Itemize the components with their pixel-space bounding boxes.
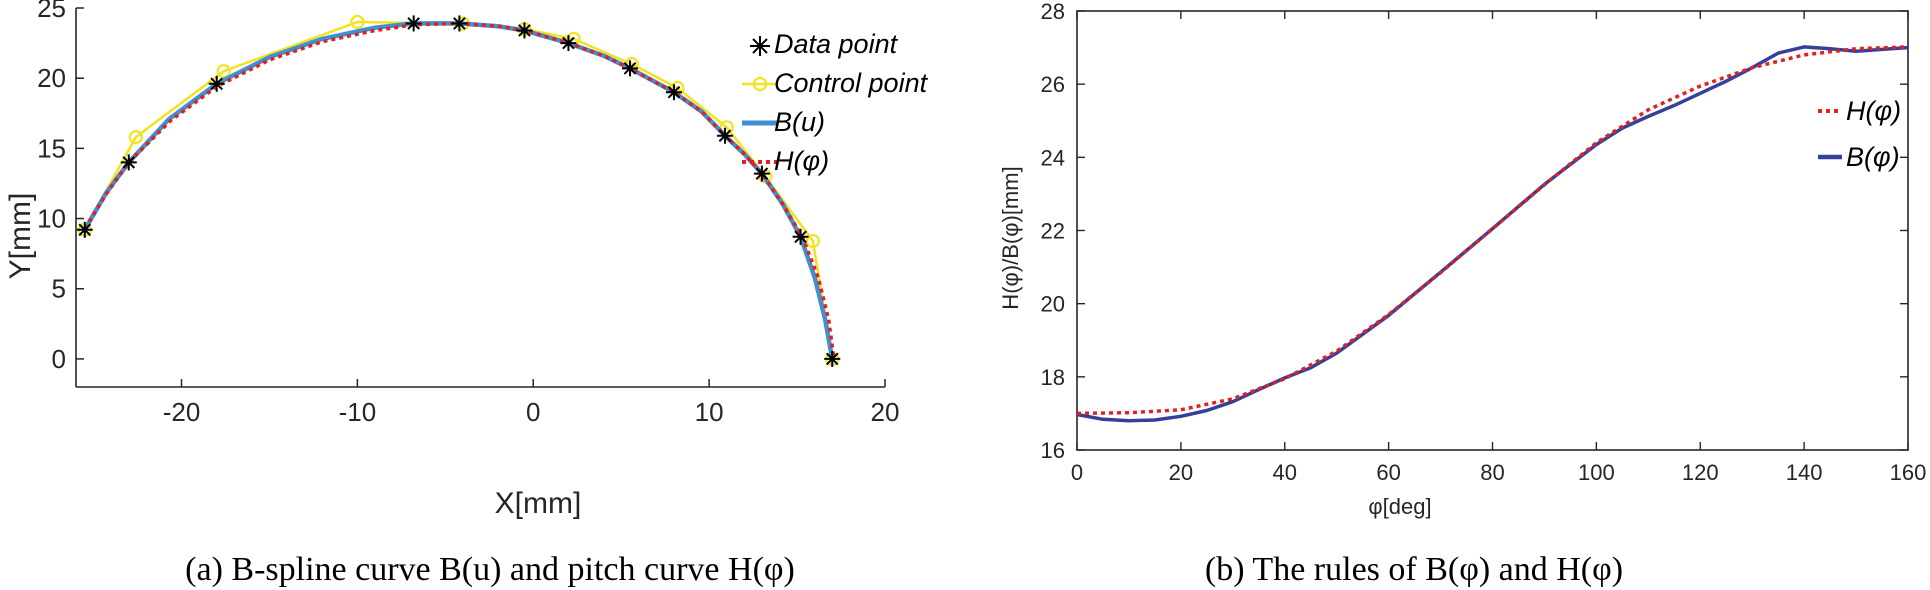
chart-b-x-tick-label: 140	[1786, 460, 1823, 485]
chart-b-legend-label: H(φ)	[1846, 96, 1901, 126]
chart-a-legend-label: B(u)	[774, 107, 825, 137]
chart-a-data-point	[208, 75, 225, 92]
chart-b-caption: (b) The rules of B(φ) and H(φ)	[1205, 551, 1623, 588]
chart-a-data-point	[621, 60, 638, 77]
chart-a-axes: -20 -10 0 10 20 0 5 10 15 20 25	[37, 0, 899, 427]
chart-a-legend-data-point-marker	[750, 36, 770, 56]
chart-b-plot-area	[1076, 45, 1909, 423]
chart-b-rules: 0 20 40 60 80 100 120 140 160 16 18 20 22 24 26 28 H(φ)…	[998, 0, 1926, 588]
chart-a-data-point	[560, 35, 577, 52]
chart-b-legend: H(φ) B(φ)	[1818, 96, 1901, 172]
chart-a-control-point	[216, 64, 231, 79]
chart-b-x-tick-label: 20	[1169, 460, 1193, 485]
chart-a-legend-control-marker	[752, 76, 768, 92]
chart-b-y-tick-label: 28	[1041, 0, 1065, 24]
chart-b-y-tick-label: 16	[1041, 438, 1065, 463]
chart-a-y-tick-label: 5	[52, 274, 66, 304]
chart-b-h-curve	[1076, 45, 1909, 416]
chart-a-y-tick-label: 15	[37, 133, 66, 163]
chart-b-legend-label: B(φ)	[1846, 142, 1900, 172]
chart-a-data-point	[716, 127, 733, 144]
chart-b-x-tick-label: 120	[1682, 460, 1719, 485]
chart-b-y-tick-label: 18	[1041, 365, 1065, 390]
chart-a-legend: Data point Control point B(u) H(φ)	[742, 29, 929, 176]
chart-b-b-curve	[1076, 45, 1909, 423]
chart-a-plot-area	[76, 14, 841, 367]
chart-a-bspline: -20 -10 0 10 20 0 5 10 15 20 25 Data point Control …	[4, 0, 929, 588]
chart-a-y-tick-label: 10	[37, 204, 66, 234]
chart-a-y-tick-label: 0	[52, 344, 66, 374]
chart-b-y-tick-label: 26	[1041, 72, 1065, 97]
chart-a-data-point	[824, 350, 841, 367]
chart-a-legend-label: Control point	[774, 68, 929, 98]
chart-a-y-tick-label: 25	[37, 0, 66, 23]
chart-b-x-tick-label: 0	[1071, 460, 1083, 485]
chart-a-data-point	[120, 154, 137, 171]
chart-a-legend-label: Data point	[774, 29, 899, 59]
chart-a-data-point	[792, 228, 809, 245]
chart-b-y-axis-label: H(φ)/B(φ)[mm]	[998, 166, 1023, 309]
chart-b-y-tick-label: 22	[1041, 219, 1065, 244]
chart-a-x-tick-label: 10	[695, 397, 724, 427]
chart-a-control-point	[805, 233, 820, 249]
chart-a-x-tick-label: -10	[339, 397, 377, 427]
chart-a-data-point	[451, 15, 468, 32]
chart-a-data-point	[753, 165, 770, 182]
chart-a-y-tick-label: 20	[37, 63, 66, 93]
chart-a-data-point	[665, 84, 682, 101]
chart-b-x-tick-label: 80	[1480, 460, 1504, 485]
chart-b-x-axis-label: φ[deg]	[1368, 494, 1431, 519]
chart-a-x-tick-label: 0	[526, 397, 540, 427]
chart-a-x-axis-label: X[mm]	[495, 487, 582, 520]
chart-a-control-point	[350, 14, 365, 30]
chart-a-x-tick-label: -20	[163, 397, 201, 427]
chart-b-x-tick-label: 40	[1273, 460, 1297, 485]
chart-a-y-axis-label: Y[mm]	[4, 193, 37, 280]
chart-a-data-point	[405, 15, 422, 32]
chart-a-data-point	[516, 22, 533, 39]
chart-b-y-tick-label: 20	[1041, 292, 1065, 317]
chart-b-y-tick-label: 24	[1041, 145, 1065, 170]
chart-b-x-tick-label: 160	[1890, 460, 1927, 485]
chart-b-x-tick-label: 100	[1578, 460, 1615, 485]
chart-a-caption: (a) B-spline curve B(u) and pitch curve …	[185, 551, 795, 588]
chart-a-legend-label: H(φ)	[774, 146, 829, 176]
chart-b-x-tick-label: 60	[1376, 460, 1400, 485]
chart-a-control-point	[128, 130, 143, 145]
chart-b-axes: 0 20 40 60 80 100 120 140 160 16 18 20 22 24 26 28	[1041, 0, 1927, 485]
chart-a-data-point	[76, 221, 93, 238]
chart-a-x-tick-label: 20	[871, 397, 900, 427]
